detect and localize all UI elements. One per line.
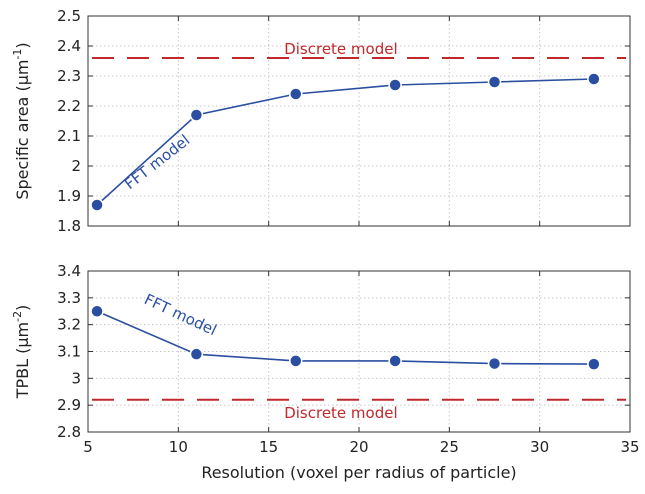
area-ytick-label: 2.1 <box>57 127 81 145</box>
tpbl-fft-point <box>189 347 204 361</box>
area-fft-point <box>587 72 601 86</box>
area-fft-point <box>487 75 502 89</box>
area-ytick-label: 1.8 <box>57 217 81 235</box>
tpbl-ytick-label: 2.9 <box>57 396 81 414</box>
tpbl-xtick-label: 10 <box>169 438 188 456</box>
area-ytick-label: 2.3 <box>57 67 81 85</box>
area-fft-model-label: FFT model <box>121 131 193 193</box>
tpbl-fft-point <box>587 357 601 371</box>
area-discrete-model-label: Discrete model <box>284 40 397 58</box>
tpbl-y-axis-label: TPBL (μm-2) <box>11 305 32 400</box>
area-y-axis-label: Specific area (μm-1) <box>11 42 32 199</box>
tpbl-fft-point <box>90 304 104 318</box>
area-fft-point <box>388 78 402 92</box>
tpbl-xtick-label: 15 <box>259 438 278 456</box>
area-ytick-label: 2 <box>71 157 81 175</box>
x-axis-label: Resolution (voxel per radius of particle… <box>201 463 516 482</box>
area-fft-point <box>90 198 104 212</box>
tpbl-fft-series-line <box>96 310 594 365</box>
tpbl-ytick-label: 3.1 <box>57 343 81 361</box>
tpbl-ytick-label: 3.4 <box>57 262 81 280</box>
tpbl-ytick-label: 2.8 <box>57 423 81 441</box>
tpbl-xtick-label: 5 <box>83 438 93 456</box>
area-fft-point <box>189 108 204 122</box>
tpbl-discrete-model-label: Discrete model <box>284 404 397 422</box>
specific-area-panel: 1.8 1.9 2 2.1 2.2 2.3 2.4 2.5 Specific area (μm-… <box>11 7 631 235</box>
area-fft-point <box>289 87 303 101</box>
tpbl-xtick-label: 25 <box>440 438 459 456</box>
tpbl-fft-point <box>289 354 303 368</box>
area-ytick-label: 2.4 <box>57 37 81 55</box>
tpbl-xtick-label: 20 <box>349 438 368 456</box>
area-fft-series-line <box>96 78 594 206</box>
tpbl-ytick-label: 3.3 <box>57 289 81 307</box>
tpbl-ytick-label: 3.2 <box>57 316 81 334</box>
area-ytick-label: 2.5 <box>57 7 81 25</box>
area-ytick-label: 2.2 <box>57 97 81 115</box>
tpbl-fft-point <box>388 354 402 368</box>
tpbl-ytick-label: 3 <box>71 369 81 387</box>
tpbl-xtick-label: 30 <box>530 438 549 456</box>
tpbl-fft-point <box>487 356 502 371</box>
tpbl-xtick-label: 35 <box>620 438 639 456</box>
tpbl-panel: 2.8 2.9 3 3.1 3.2 3.3 3.4 5 10 15 20 25 30 35 TPBL (μm… <box>11 262 640 456</box>
area-ytick-label: 1.9 <box>57 187 81 205</box>
